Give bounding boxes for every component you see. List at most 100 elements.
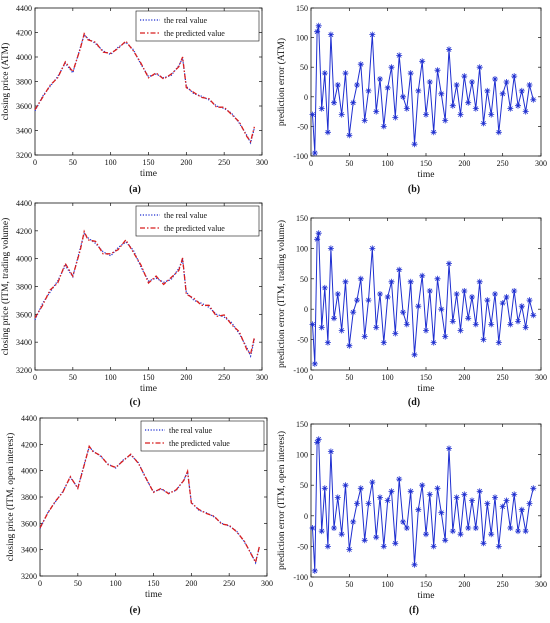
- data-point-marker: [327, 31, 334, 38]
- data-point-marker: [472, 105, 479, 112]
- y-tick-label: 4000: [21, 467, 37, 476]
- data-point-marker: [396, 52, 403, 59]
- data-point-marker: [354, 500, 360, 507]
- panel-caption: (e): [129, 605, 140, 616]
- y-tick-label: 4200: [16, 29, 32, 38]
- y-tick-label: 150: [296, 4, 308, 13]
- chart-panel-d: 0 50 100 150 200 250 300 -100 -50 0 50 100 150 time pr…: [276, 214, 547, 408]
- data-point-marker: [411, 141, 418, 148]
- data-point-marker: [392, 330, 399, 337]
- data-point-marker: [388, 488, 395, 495]
- y-tick-label: 3200: [21, 572, 37, 581]
- data-point-marker: [430, 339, 437, 346]
- data-point-marker: [407, 70, 414, 77]
- data-point-marker: [442, 333, 449, 340]
- y-tick-label: 100: [296, 451, 308, 460]
- y-tick-label: 3400: [21, 546, 37, 555]
- y-tick-label: 3200: [16, 151, 32, 160]
- x-tick-label: 200: [185, 579, 197, 588]
- data-point-marker: [346, 342, 353, 349]
- data-point-marker: [465, 99, 472, 106]
- data-point-marker: [357, 275, 364, 282]
- data-point-marker: [403, 525, 410, 531]
- y-tick-label: 3200: [16, 366, 32, 375]
- data-point-marker: [357, 485, 364, 492]
- x-tick-label: 150: [143, 158, 155, 167]
- data-point-marker: [315, 436, 322, 443]
- y-tick-label: 4000: [16, 255, 32, 264]
- data-point-marker: [495, 339, 502, 346]
- y-axis-label: prediction error (ITM, trading volume): [276, 220, 287, 368]
- legend-label-1: the predicted value: [164, 29, 225, 38]
- data-point-marker: [434, 275, 441, 282]
- data-point-marker: [357, 61, 364, 68]
- data-point-marker: [309, 111, 316, 118]
- data-point-marker: [526, 297, 533, 304]
- data-point-marker: [457, 327, 464, 334]
- data-point-marker: [334, 291, 341, 297]
- data-point-marker: [453, 291, 460, 297]
- y-axis-label: closing price (ATM): [0, 43, 11, 121]
- y-tick-label: -50: [297, 122, 308, 131]
- data-point-marker: [365, 87, 372, 94]
- data-point-marker: [499, 300, 506, 307]
- y-tick-label: 4400: [21, 414, 37, 423]
- data-point-marker: [515, 318, 521, 325]
- data-point-marker: [469, 497, 475, 504]
- x-tick-label: 150: [148, 579, 160, 588]
- data-point-marker: [354, 82, 360, 88]
- data-point-marker: [461, 288, 468, 294]
- x-tick-label: 200: [458, 580, 470, 589]
- panel-caption: (a): [129, 184, 141, 195]
- data-point-marker: [461, 73, 468, 80]
- data-point-marker: [446, 46, 452, 53]
- legend-box: [140, 420, 265, 452]
- y-axis-label: prediction error (ATM): [276, 38, 287, 126]
- y-tick-label: 4000: [16, 53, 32, 62]
- data-point-marker: [480, 336, 487, 343]
- y-tick-label: 150: [296, 214, 308, 223]
- data-point-marker: [388, 278, 395, 285]
- data-point-marker: [499, 90, 506, 97]
- data-point-marker: [430, 129, 437, 136]
- y-tick-label: 0: [304, 93, 308, 102]
- data-point-marker: [442, 537, 449, 544]
- data-point-marker: [484, 500, 491, 507]
- data-point-marker: [488, 321, 495, 328]
- chart-panel-f: 0 50 100 150 200 250 300 -100 -50 0 50 100 150 time pr…: [276, 420, 547, 616]
- data-point-marker: [338, 531, 345, 538]
- data-point-marker: [438, 509, 445, 516]
- data-point-marker: [438, 90, 445, 97]
- data-point-marker: [331, 99, 337, 106]
- data-point-marker: [423, 111, 429, 118]
- data-point-marker: [457, 531, 464, 538]
- x-tick-label: 200: [458, 373, 470, 382]
- x-tick-label: 50: [345, 159, 353, 168]
- data-point-marker: [327, 245, 334, 252]
- data-point-marker: [342, 278, 349, 285]
- x-tick-label: 100: [382, 159, 394, 168]
- data-point-marker: [334, 82, 341, 88]
- x-tick-label: 0: [309, 159, 313, 168]
- data-point-marker: [369, 31, 376, 38]
- data-point-marker: [315, 230, 322, 237]
- y-tick-label: 3800: [16, 78, 32, 87]
- y-tick-label: 0: [304, 512, 308, 521]
- data-point-marker: [492, 494, 498, 501]
- data-point-marker: [476, 278, 483, 285]
- data-point-marker: [469, 79, 475, 85]
- data-point-marker: [324, 543, 331, 550]
- x-tick-label: 50: [69, 158, 77, 167]
- data-point-marker: [373, 534, 380, 541]
- data-point-marker: [426, 79, 433, 85]
- data-point-marker: [480, 120, 487, 127]
- x-axis-label: time: [418, 591, 435, 601]
- data-point-marker: [384, 497, 391, 504]
- x-tick-label: 100: [110, 579, 122, 588]
- y-tick-label: 3600: [16, 102, 32, 111]
- data-point-marker: [388, 64, 395, 71]
- data-point-marker: [309, 525, 316, 531]
- data-point-marker: [350, 99, 357, 106]
- data-point-marker: [400, 309, 406, 316]
- data-point-marker: [346, 546, 353, 553]
